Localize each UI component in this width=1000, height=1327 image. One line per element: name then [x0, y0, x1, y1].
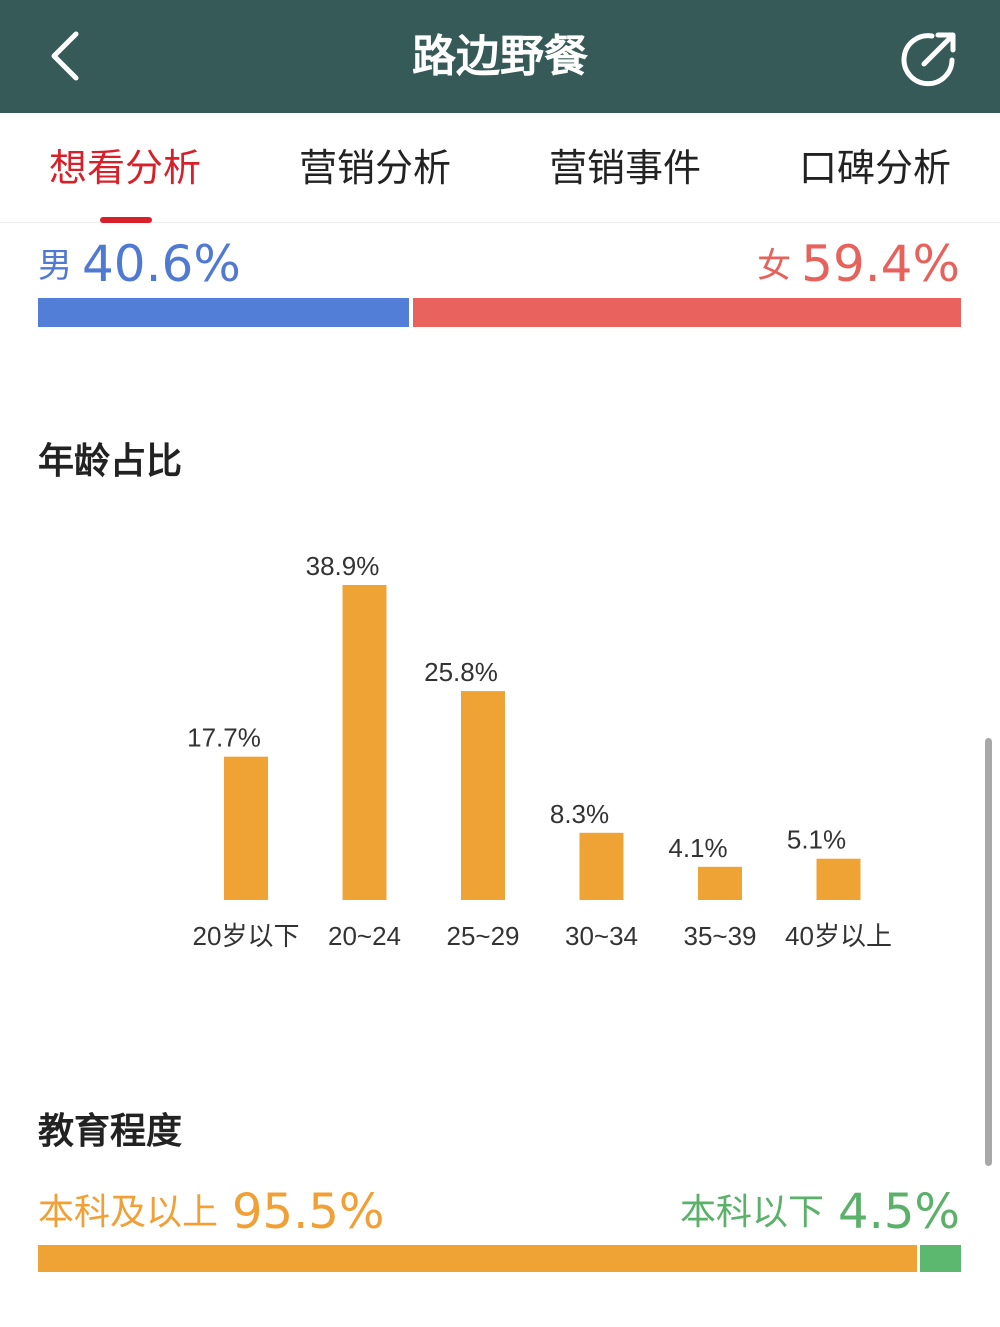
age-category-label: 40岁以上: [785, 921, 892, 951]
age-bar-3: [461, 691, 505, 900]
age-category-label: 35~39: [683, 921, 756, 951]
education-low-label: 本科以下: [680, 1192, 825, 1233]
education-bachelor-and-above: 本科及以上 95.5%: [38, 1180, 385, 1244]
age-category-label: 20~24: [328, 921, 401, 951]
female-value: 59.4%: [801, 235, 960, 293]
age-bar-value-label: 38.9%: [306, 551, 380, 581]
education-below-bachelor: 本科以下 4.5%: [680, 1180, 960, 1244]
age-bar-4: [579, 832, 624, 900]
male-value: 40.6%: [82, 235, 241, 293]
age-bar-2: [342, 585, 387, 900]
scrollbar[interactable]: [985, 738, 992, 1166]
education-high-label: 本科及以上: [38, 1192, 219, 1233]
age-bar-value-label: 17.7%: [187, 723, 261, 753]
active-tab-indicator: [100, 217, 152, 223]
app-header: 路边野餐: [0, 0, 1000, 113]
age-bar-1: [224, 756, 268, 900]
page-title: 路边野餐: [412, 31, 588, 82]
age-bar-value-label: 25.8%: [424, 657, 498, 687]
education-high-value: 95.5%: [232, 1184, 385, 1240]
male-ratio: 男 40.6%: [38, 232, 241, 296]
tab-marketing-events[interactable]: 营销事件: [548, 146, 701, 190]
male-ratio-bar: [38, 298, 409, 327]
age-bar-value-label: 5.1%: [787, 825, 846, 855]
female-ratio-bar: [413, 298, 961, 327]
female-label: 女: [757, 246, 792, 286]
age-category-label: 30~34: [565, 921, 638, 951]
education-section-title: 教育程度: [38, 1111, 183, 1152]
chevron-left-icon[interactable]: [40, 26, 90, 86]
age-bar-5: [698, 866, 742, 900]
age-bar-value-label: 4.1%: [668, 833, 727, 863]
tab-reputation-analysis[interactable]: 口碑分析: [798, 146, 951, 190]
male-label: 男: [38, 246, 72, 286]
education-low-value: 4.5%: [838, 1184, 960, 1240]
age-category-label: 20岁以下: [193, 921, 300, 951]
female-ratio: 女 59.4%: [757, 232, 960, 296]
tab-bar: 想看分析 营销分析 营销事件 口碑分析: [0, 113, 1000, 223]
age-bar-value-label: 8.3%: [550, 799, 609, 829]
age-section-title: 年龄占比: [38, 441, 183, 482]
education-high-bar: [38, 1245, 917, 1272]
education-low-bar: [920, 1245, 961, 1272]
tab-marketing-analysis[interactable]: 营销分析: [298, 146, 451, 190]
age-category-label: 25~29: [446, 921, 519, 951]
age-bar-chart: 17.7% 20岁以下 38.9% 20~24 25.8% 25~29 8.3% 30~34 4…: [187, 551, 892, 951]
share-icon[interactable]: [896, 28, 960, 88]
tab-want-to-see-analysis[interactable]: 想看分析: [48, 146, 201, 190]
age-bar-6: [816, 858, 861, 900]
